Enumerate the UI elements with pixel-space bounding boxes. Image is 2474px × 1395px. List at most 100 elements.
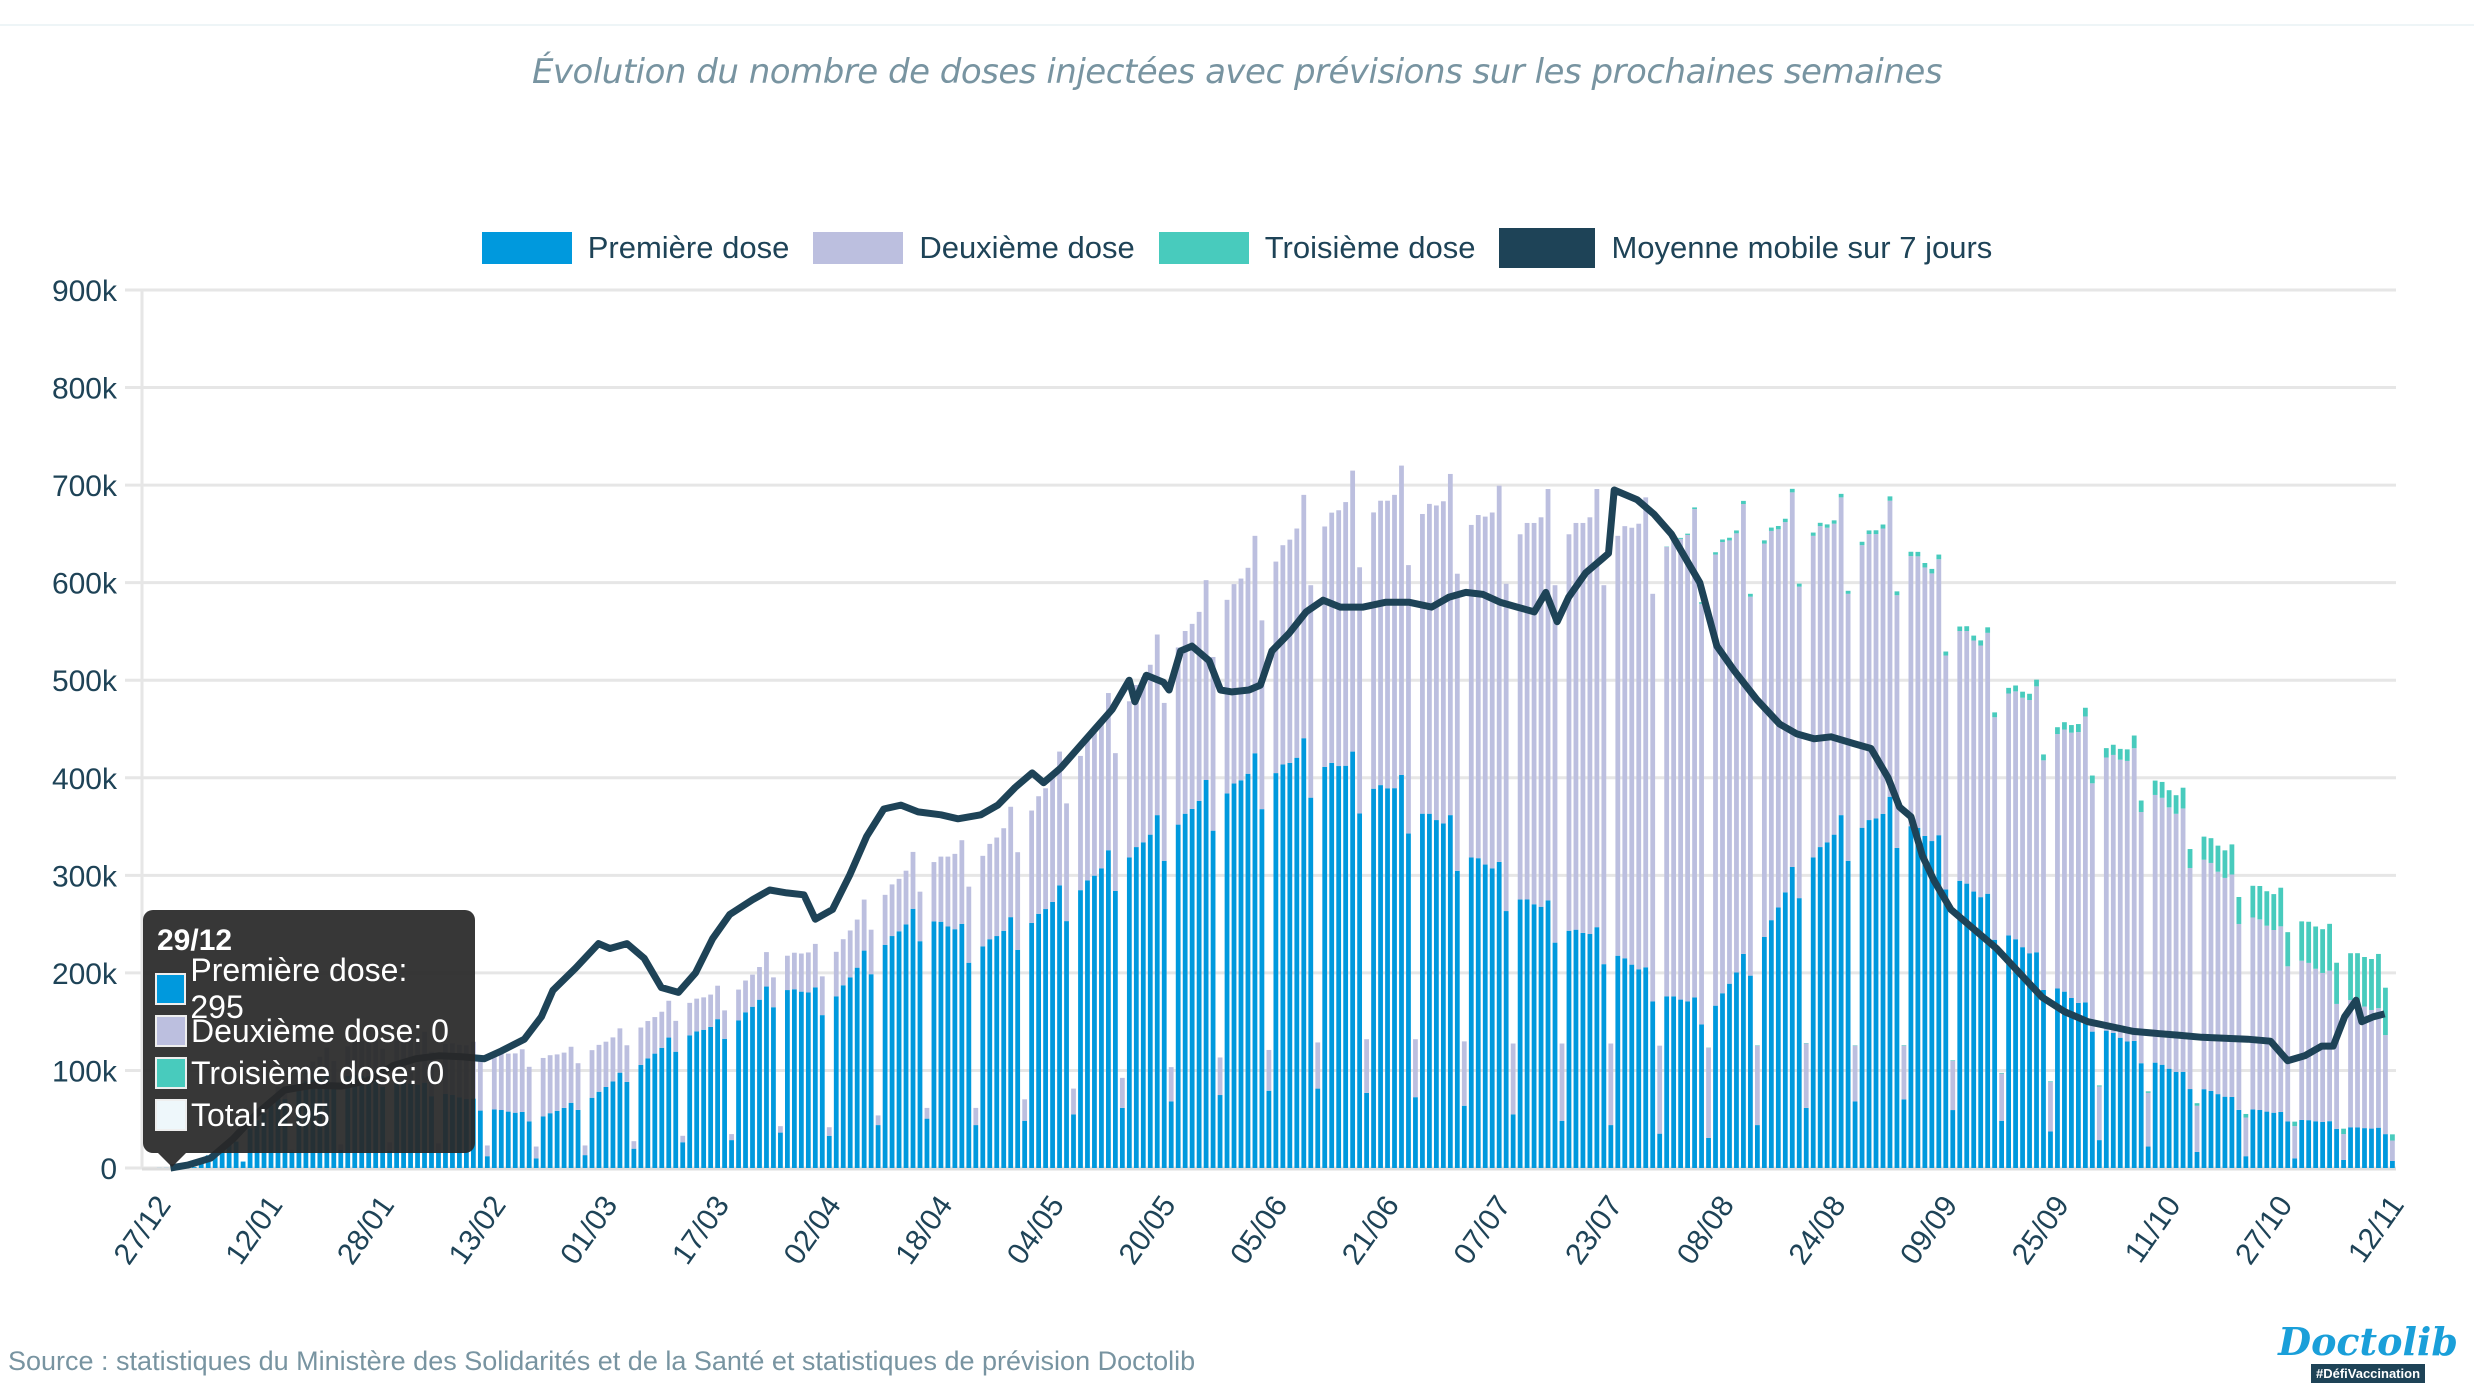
- bar-first-dose: [1357, 813, 1363, 1168]
- bar-first-dose: [1587, 934, 1593, 1168]
- bar-second-dose: [973, 1107, 979, 1126]
- bar-second-dose: [2013, 691, 2018, 940]
- doctolib-logo[interactable]: Doctolib #DéfiVaccination: [2278, 1322, 2458, 1383]
- bar-first-dose: [1217, 1095, 1223, 1168]
- bar-first-dose: [2257, 1110, 2263, 1168]
- bar-first-dose: [1078, 890, 1083, 1168]
- bar-second-dose: [2243, 1117, 2249, 1157]
- bar-second-dose: [2369, 1009, 2374, 1129]
- tooltip-row-first-dose: Première dose: 295: [155, 952, 463, 1025]
- bar-second-dose: [2194, 1105, 2200, 1152]
- bar-first-dose: [987, 939, 993, 1168]
- bar-second-dose: [750, 974, 755, 1007]
- tooltip-row-second-dose: Deuxième dose: 0: [155, 1010, 463, 1052]
- bar-first-dose: [652, 1053, 658, 1168]
- bar-second-dose: [1545, 489, 1551, 901]
- bar-third-dose: [2299, 921, 2305, 961]
- bar-second-dose: [1433, 505, 1439, 821]
- bar-first-dose: [1866, 820, 1872, 1168]
- bar-first-dose: [1845, 860, 1851, 1168]
- bar-first-dose: [791, 989, 797, 1168]
- bar-second-dose: [1022, 1099, 1028, 1121]
- bar-second-dose: [2208, 862, 2214, 1091]
- bar-second-dose: [2152, 794, 2158, 1063]
- bar-second-dose: [2348, 1000, 2353, 1128]
- bar-second-dose: [1287, 539, 1293, 763]
- bar-first-dose: [2041, 990, 2046, 1168]
- bar-first-dose: [1643, 967, 1649, 1168]
- bar-first-dose: [1908, 826, 1914, 1168]
- bar-second-dose: [1308, 585, 1314, 798]
- bar-first-dose: [1831, 834, 1837, 1168]
- bar-second-dose: [1768, 530, 1774, 921]
- bar-second-dose: [1957, 631, 1963, 881]
- bar-second-dose: [624, 1045, 630, 1082]
- bar-third-dose: [1741, 500, 1746, 505]
- bar-first-dose: [1329, 762, 1335, 1168]
- bar-second-dose: [1315, 1042, 1321, 1089]
- bar-second-dose: [1901, 1045, 1907, 1100]
- bar-third-dose: [1831, 520, 1837, 524]
- legend-item-first-dose[interactable]: Première dose: [481, 230, 789, 266]
- bar-first-dose: [680, 1142, 686, 1168]
- bar-second-dose: [715, 985, 721, 1020]
- bar-first-dose: [2138, 1063, 2144, 1168]
- bar-second-dose: [547, 1055, 553, 1114]
- bar-second-dose: [2390, 1140, 2395, 1161]
- bar-second-dose: [2215, 871, 2221, 1095]
- bar-second-dose: [2229, 874, 2235, 1097]
- bar-first-dose: [219, 1146, 225, 1168]
- bar-second-dose: [1754, 1045, 1760, 1126]
- bar-first-dose: [226, 1141, 232, 1168]
- bar-first-dose: [1468, 857, 1474, 1168]
- bar-third-dose: [2313, 926, 2319, 969]
- bar-first-dose: [1657, 1133, 1663, 1168]
- bar-first-dose: [952, 929, 958, 1168]
- bar-second-dose: [1803, 1043, 1809, 1108]
- bar-second-dose: [596, 1044, 602, 1092]
- bar-third-dose: [1817, 522, 1823, 527]
- bar-third-dose: [1699, 602, 1704, 604]
- bar-first-dose: [1629, 964, 1635, 1168]
- bar-third-dose: [2006, 687, 2011, 694]
- bar-first-dose: [1664, 996, 1670, 1168]
- legend-item-third-dose[interactable]: Troisième dose: [1158, 230, 1475, 266]
- bar-second-dose: [1580, 522, 1586, 933]
- bar-second-dose: [1203, 580, 1209, 781]
- legend-label: Deuxième dose: [919, 230, 1135, 265]
- bar-second-dose: [1887, 500, 1893, 797]
- bar-second-dose: [1161, 702, 1167, 861]
- bar-second-dose: [512, 1053, 518, 1113]
- bar-second-dose: [1357, 567, 1363, 814]
- bar-first-dose: [1392, 788, 1397, 1168]
- bar-second-dose: [1503, 583, 1509, 912]
- bar-third-dose: [1957, 626, 1963, 632]
- bar-first-dose: [1224, 793, 1230, 1168]
- top-divider: [0, 24, 2474, 26]
- bar-first-dose: [2082, 1002, 2088, 1168]
- bar-second-dose: [2027, 700, 2032, 954]
- legend-item-moving-average[interactable]: Moyenne mobile sur 7 jours: [1499, 228, 1992, 268]
- bar-second-dose: [1371, 512, 1376, 789]
- bar-first-dose: [1273, 773, 1279, 1168]
- bar-second-dose: [540, 1057, 546, 1117]
- legend-item-second-dose[interactable]: Deuxième dose: [813, 230, 1135, 266]
- bar-first-dose: [1203, 780, 1209, 1168]
- bar-first-dose: [212, 1151, 218, 1168]
- bar-second-dose: [771, 977, 776, 1008]
- bar-first-dose: [2096, 1140, 2102, 1168]
- bar-first-dose: [847, 977, 853, 1168]
- bar-second-dose: [2145, 1092, 2151, 1147]
- tooltip-text: Première dose: 295: [190, 952, 408, 1025]
- bar-first-dose: [1789, 866, 1795, 1168]
- bar-third-dose: [2257, 885, 2263, 920]
- bar-first-dose: [819, 1015, 825, 1168]
- bar-first-dose: [2145, 1146, 2151, 1168]
- bar-first-dose: [1294, 757, 1300, 1168]
- bar-first-dose: [1496, 861, 1502, 1168]
- bar-third-dose: [1678, 537, 1684, 539]
- bar-third-dose: [1796, 583, 1802, 587]
- bar-third-dose: [1901, 1045, 1907, 1046]
- bar-third-dose: [2243, 1113, 2249, 1118]
- bar-third-dose: [1692, 507, 1697, 510]
